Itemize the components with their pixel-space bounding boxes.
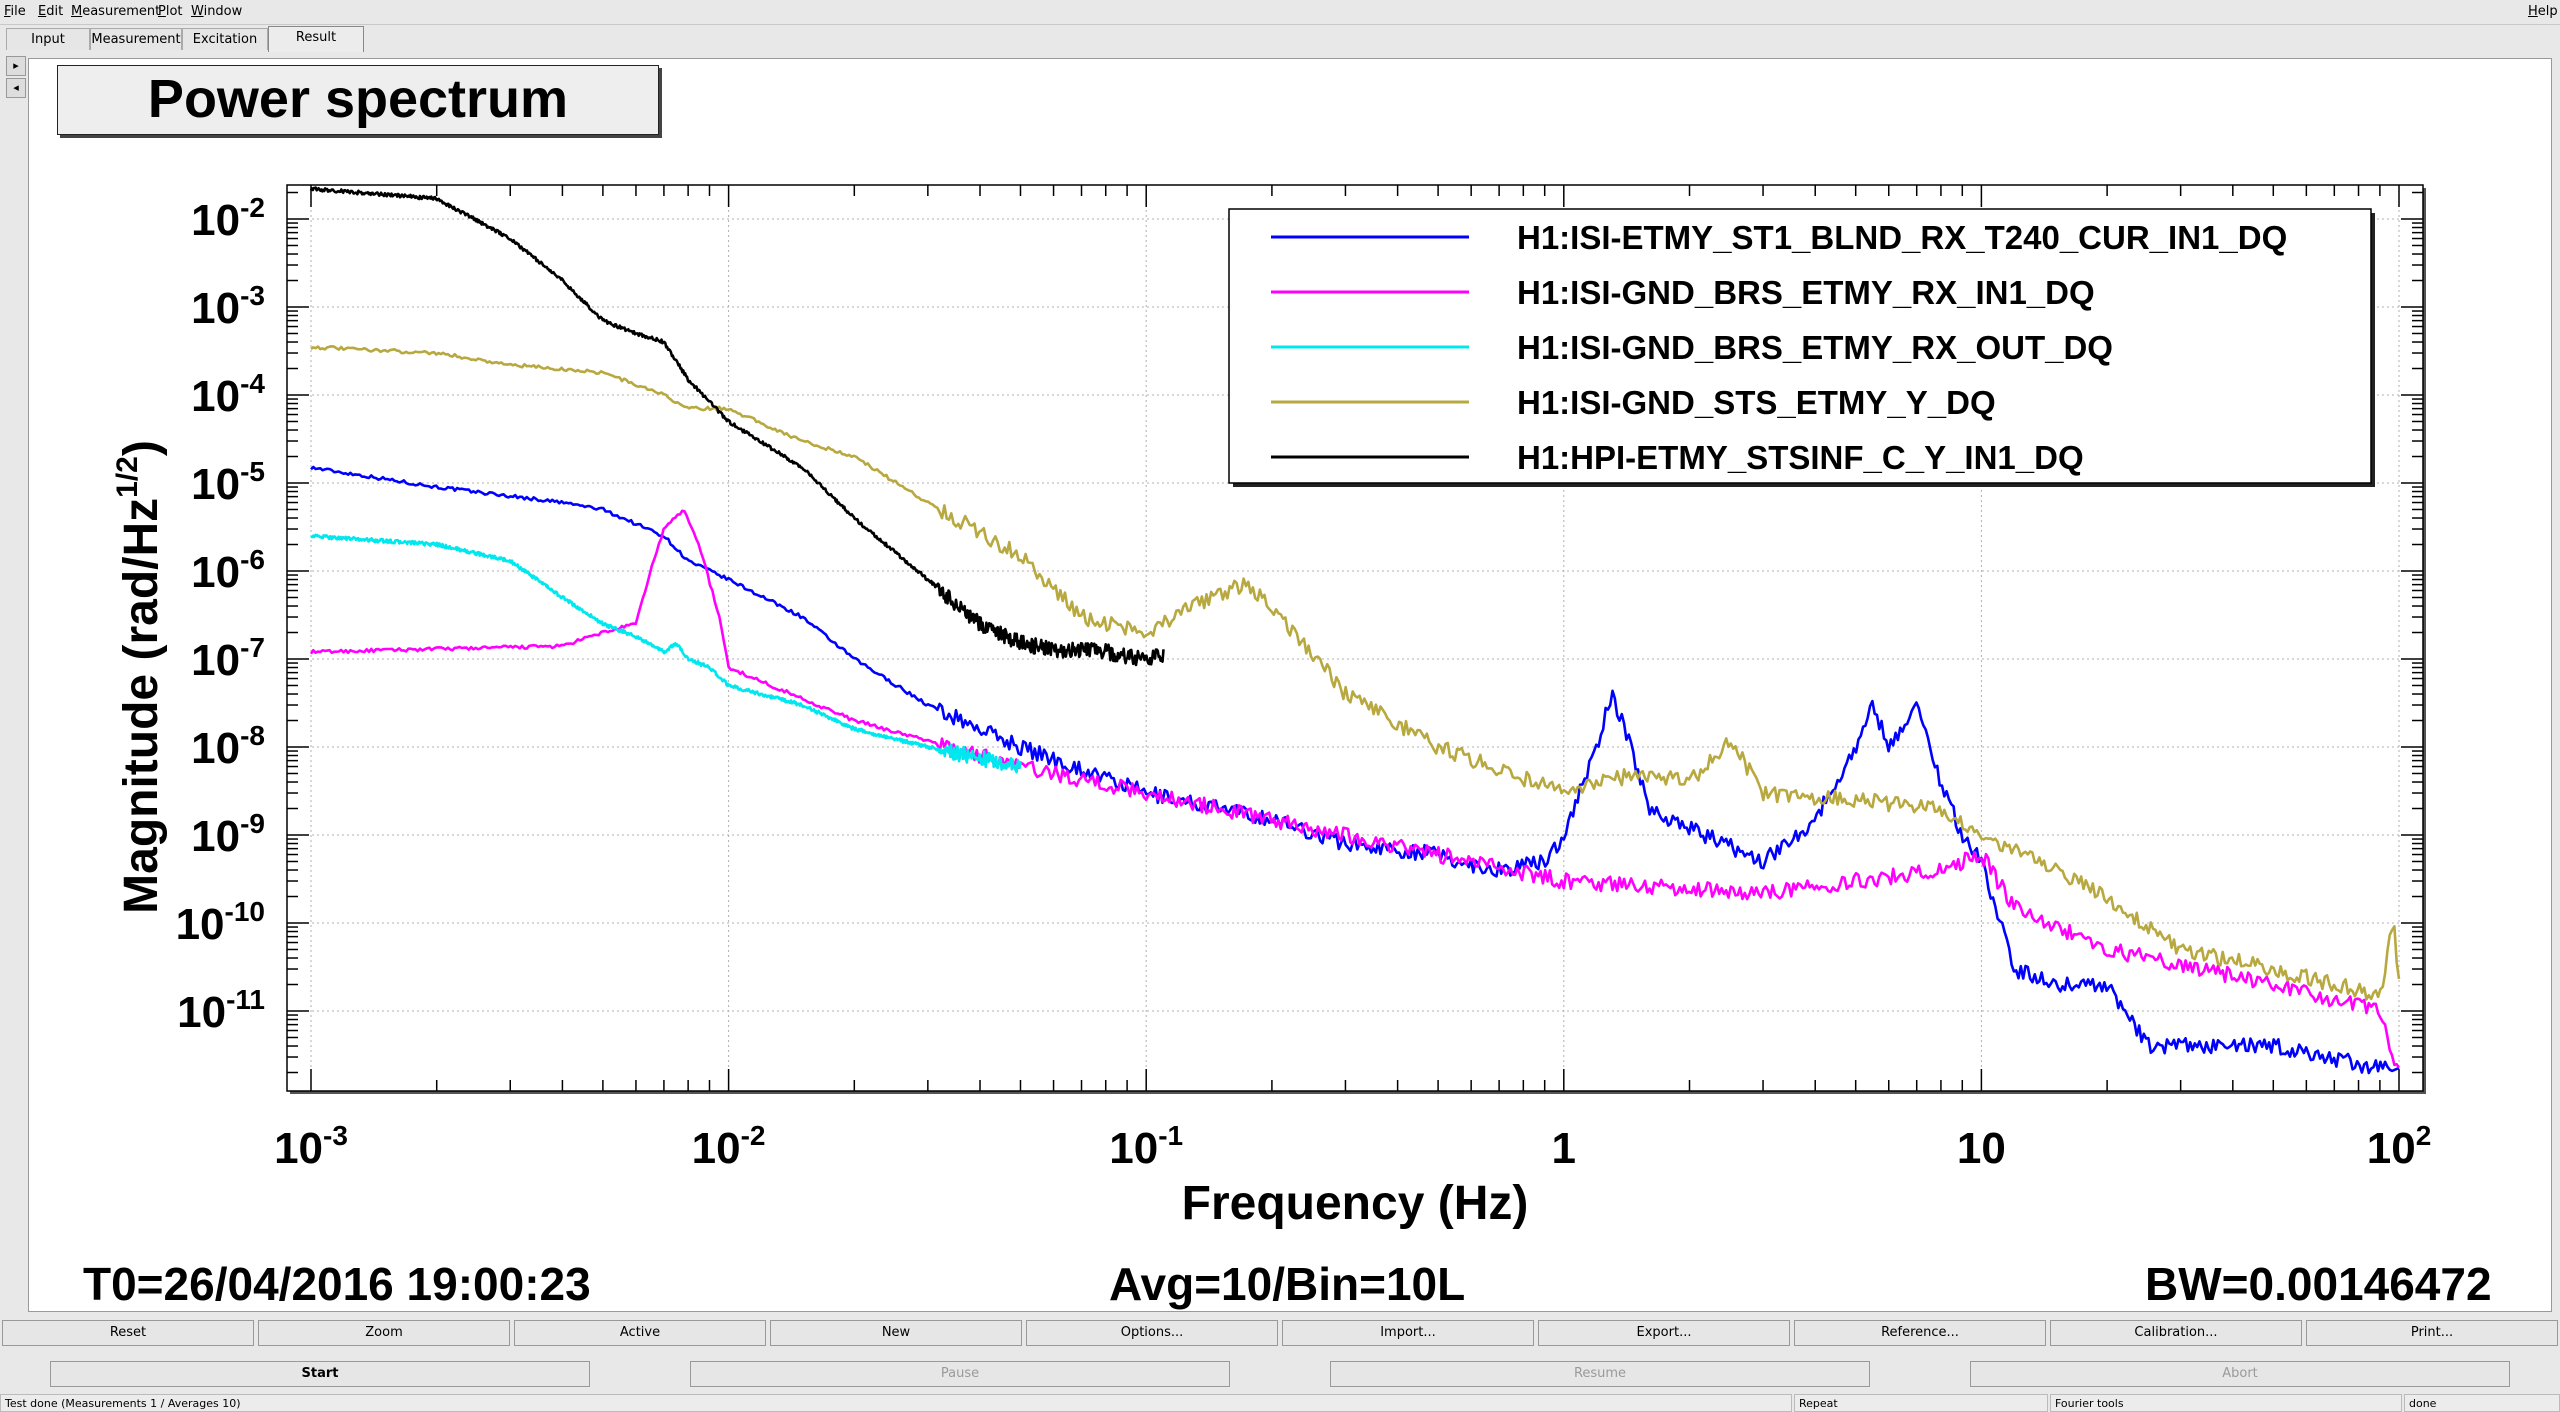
- series-line-2: [310, 533, 1022, 774]
- plot-canvas[interactable]: Power spectrum 10-3 10-2 10-1 1 10 102 10-2 10-…: [28, 58, 2552, 1312]
- power-spectrum-chart[interactable]: 10-3 10-2 10-1 1 10 10210-210-310-410-510-610…: [29, 59, 2552, 1312]
- plot-toolbar: Reset Zoom Active New Options... Import... Exp…: [0, 1320, 2560, 1346]
- tab-measurement[interactable]: Measurement: [90, 28, 182, 50]
- button-import[interactable]: Import...: [1282, 1320, 1534, 1346]
- button-calibration[interactable]: Calibration...: [2050, 1320, 2302, 1346]
- button-new[interactable]: New: [770, 1320, 1022, 1346]
- status-fourier: Fourier tools: [2050, 1394, 2402, 1412]
- y-tick-label: 10-11: [177, 984, 265, 1037]
- y-tick-label: 10-7: [191, 632, 265, 685]
- button-active[interactable]: Active: [514, 1320, 766, 1346]
- series-group: [309, 186, 2401, 1075]
- button-reference[interactable]: Reference...: [1794, 1320, 2046, 1346]
- button-options[interactable]: Options...: [1026, 1320, 1278, 1346]
- y-tick-label: 10-5: [191, 456, 265, 509]
- menu-edit[interactable]: Edit: [38, 4, 64, 19]
- y-axis-label: Magnitude (rad/Hz1/2): [111, 440, 168, 914]
- x-tick-label: 10-1: [1109, 1120, 1183, 1173]
- x-tick-label: 10-3: [274, 1120, 348, 1173]
- expand-right-icon[interactable]: ▸: [6, 56, 26, 76]
- button-print[interactable]: Print...: [2306, 1320, 2558, 1346]
- abort-button[interactable]: Abort: [1970, 1361, 2510, 1387]
- run-toolbar: Start Pause Resume Abort: [0, 1358, 2560, 1390]
- status-state: done: [2404, 1394, 2560, 1412]
- y-tick-label: 10-9: [191, 808, 265, 861]
- legend-entry: H1:ISI-GND_BRS_ETMY_RX_IN1_DQ: [1517, 274, 2095, 311]
- menu-help[interactable]: Help: [2528, 4, 2558, 19]
- resume-button[interactable]: Resume: [1330, 1361, 1870, 1387]
- tab-excitation[interactable]: Excitation: [182, 28, 268, 50]
- panel-arrows: ▸ ◂: [6, 56, 26, 100]
- series-line-4: [309, 186, 1165, 667]
- button-reset[interactable]: Reset: [2, 1320, 254, 1346]
- tab-input[interactable]: Input: [6, 28, 90, 50]
- menu-bar: File Edit Measurement Plot Window Help: [0, 0, 2560, 25]
- y-tick-label: 10-2: [191, 192, 265, 245]
- x-tick-label: 102: [2367, 1120, 2432, 1173]
- tab-bar: Input Measurement Excitation Result: [0, 26, 2560, 52]
- legend-entry: H1:ISI-ETMY_ST1_BLND_RX_T240_CUR_IN1_DQ: [1517, 219, 2287, 256]
- bw-label: BW=0.00146472: [2145, 1258, 2492, 1310]
- menu-file[interactable]: File: [4, 4, 26, 19]
- legend-entry: H1:ISI-GND_BRS_ETMY_RX_OUT_DQ: [1517, 329, 2113, 366]
- button-export[interactable]: Export...: [1538, 1320, 1790, 1346]
- avg-label: Avg=10/Bin=10L: [1109, 1258, 1466, 1310]
- series-line-3: [310, 345, 2401, 1001]
- y-tick-label: 10-8: [191, 720, 265, 773]
- status-bar: Test done (Measurements 1 / Averages 10)…: [0, 1394, 2560, 1412]
- axis-ticks: [287, 185, 2423, 1091]
- pause-button[interactable]: Pause: [690, 1361, 1230, 1387]
- menu-measurement[interactable]: Measurement: [71, 4, 161, 19]
- series-line-1: [309, 509, 2401, 1069]
- status-message: Test done (Measurements 1 / Averages 10): [0, 1394, 1792, 1412]
- x-axis-label: Frequency (Hz): [1182, 1177, 1529, 1230]
- y-tick-label: 10-10: [176, 896, 265, 949]
- start-button[interactable]: Start: [50, 1361, 590, 1387]
- collapse-left-icon[interactable]: ◂: [6, 78, 26, 98]
- x-tick-label: 10-2: [692, 1120, 766, 1173]
- status-repeat: Repeat: [1794, 1394, 2048, 1412]
- tab-result[interactable]: Result: [268, 26, 364, 52]
- y-tick-label: 10-3: [191, 280, 265, 333]
- plot-title: Power spectrum: [57, 65, 659, 135]
- menu-plot[interactable]: Plot: [158, 4, 183, 19]
- y-tick-label: 10-4: [191, 368, 265, 421]
- legend-entry: H1:HPI-ETMY_STSINF_C_Y_IN1_DQ: [1517, 439, 2084, 476]
- x-tick-label: 10: [1957, 1124, 2006, 1173]
- y-tick-label: 10-6: [191, 544, 265, 597]
- button-zoom[interactable]: Zoom: [258, 1320, 510, 1346]
- t0-label: T0=26/04/2016 19:00:23: [83, 1258, 591, 1310]
- menu-window[interactable]: Window: [191, 4, 243, 19]
- x-tick-label: 1: [1552, 1124, 1576, 1173]
- legend-entry: H1:ISI-GND_STS_ETMY_Y_DQ: [1517, 384, 1996, 421]
